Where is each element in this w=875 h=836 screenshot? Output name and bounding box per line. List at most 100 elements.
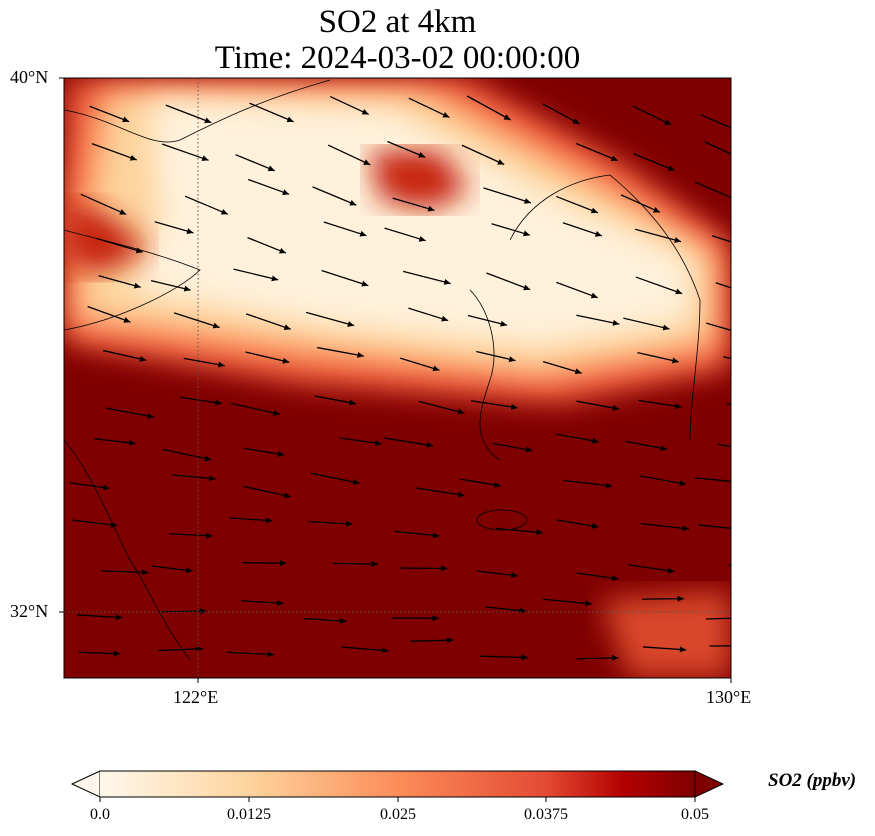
wind-arrow [640, 522, 690, 530]
wind-arrow-head [267, 651, 275, 658]
wind-arrow [623, 317, 670, 330]
wind-arrow [639, 475, 687, 485]
wind-arrow [400, 357, 440, 371]
wind-arrow [698, 524, 731, 529]
wind-arrow [387, 140, 426, 158]
wind-arrow [158, 648, 204, 652]
wind-arrow [461, 144, 505, 166]
wind-arrow [470, 400, 518, 409]
wind-arrow [312, 186, 357, 206]
wind-arrow [575, 142, 619, 162]
wind-arrow-head [572, 118, 580, 124]
wind-arrow [154, 221, 194, 234]
wind-arrow-head [441, 315, 449, 322]
wind-arrow-head [206, 532, 213, 539]
colorbar-label: SO2 (ppbv) [768, 770, 857, 791]
wind-arrow [483, 187, 532, 204]
colorbar-extend-low [70, 770, 101, 798]
wind-arrow-head [610, 155, 618, 162]
wind-arrow [243, 485, 292, 498]
wind-arrow-head [432, 365, 440, 372]
wind-arrow-head [284, 492, 291, 499]
wind-arrow-head [511, 572, 518, 579]
wind-arrow [408, 97, 450, 119]
wind-arrow-head [183, 285, 191, 292]
wind-arrow-head [349, 399, 356, 406]
wind-arrow [161, 143, 209, 161]
wind-arrow [317, 346, 364, 357]
wind-arrow-head [524, 198, 532, 204]
wind-arrow-head [122, 116, 130, 123]
wind-arrow-head [147, 412, 155, 419]
wind-arrow-head [374, 440, 382, 446]
colorbar-gradient [100, 771, 695, 797]
wind-arrow-head [667, 567, 675, 574]
wind-arrow-head [217, 361, 225, 368]
wind-arrow [330, 95, 369, 116]
wind-arrow-head [755, 293, 762, 299]
wind-arrow [341, 646, 389, 652]
wind-arrow [495, 527, 543, 534]
wind-arrow [563, 479, 613, 487]
wind-arrow-head [220, 208, 228, 215]
wind-arrow [627, 564, 675, 573]
wind-arrow-head [186, 228, 194, 234]
colorbar [70, 770, 725, 802]
wind-arrow [638, 399, 682, 408]
wind-arrow [339, 437, 382, 445]
wind-arrow [241, 600, 284, 605]
wind-arrow-head [277, 600, 284, 606]
colorbar-tick-3: 0.0375 [524, 806, 568, 823]
wind-arrow-head [113, 650, 121, 657]
wind-arrow-head [427, 205, 435, 212]
wind-arrow-head [142, 569, 149, 576]
wind-arrow [89, 105, 130, 123]
wind-arrow-head [682, 525, 689, 532]
so2-field [64, 78, 772, 678]
wind-arrow [231, 402, 280, 415]
wind-arrow-head [432, 532, 440, 539]
wind-arrow [642, 597, 685, 600]
wind-arrow-head [731, 478, 738, 484]
wind-arrow [103, 349, 147, 361]
wind-arrow-head [523, 284, 531, 291]
wind-arrow [392, 197, 435, 212]
wind-arrow [460, 478, 501, 487]
wind-arrow-head [611, 575, 619, 582]
wind-arrow-head [442, 112, 450, 118]
wind-arrow-head [612, 654, 619, 661]
wind-arrow-head [500, 320, 508, 327]
coastlines [64, 79, 701, 661]
wind-arrow-head [521, 654, 528, 661]
wind-arrow [717, 443, 731, 448]
wind-arrow-head [346, 520, 353, 527]
wind-arrow-head [280, 560, 287, 567]
wind-arrow [327, 144, 371, 166]
wind-arrow [620, 194, 661, 213]
wind-arrow [556, 281, 598, 299]
wind-arrow-head [675, 288, 683, 295]
wind-arrow [402, 270, 451, 285]
wind-arrow-head [510, 403, 518, 410]
wind-arrow [249, 102, 294, 123]
wind-arrow [150, 279, 191, 291]
wind-arrow-head [590, 207, 598, 214]
wind-arrow-head [135, 247, 143, 254]
wind-arrow [247, 237, 287, 254]
wind-arrow-head [677, 595, 685, 602]
wind-arrow-head [129, 154, 137, 161]
wind-arrow-head [765, 409, 772, 415]
wind-arrow [173, 312, 220, 329]
wind-arrow [642, 646, 687, 651]
wind-arrow [105, 407, 155, 418]
wind-arrow-head [340, 617, 347, 624]
wind-arrow-head [457, 408, 465, 415]
wind-arrow [383, 437, 434, 447]
wind-arrow-head [201, 155, 209, 162]
wind-arrow-head [443, 279, 451, 285]
wind-arrow-head [361, 109, 369, 115]
wind-arrow [172, 474, 216, 480]
wind-arrow [556, 519, 599, 528]
colorbar-tick-4: 0.05 [681, 806, 709, 823]
